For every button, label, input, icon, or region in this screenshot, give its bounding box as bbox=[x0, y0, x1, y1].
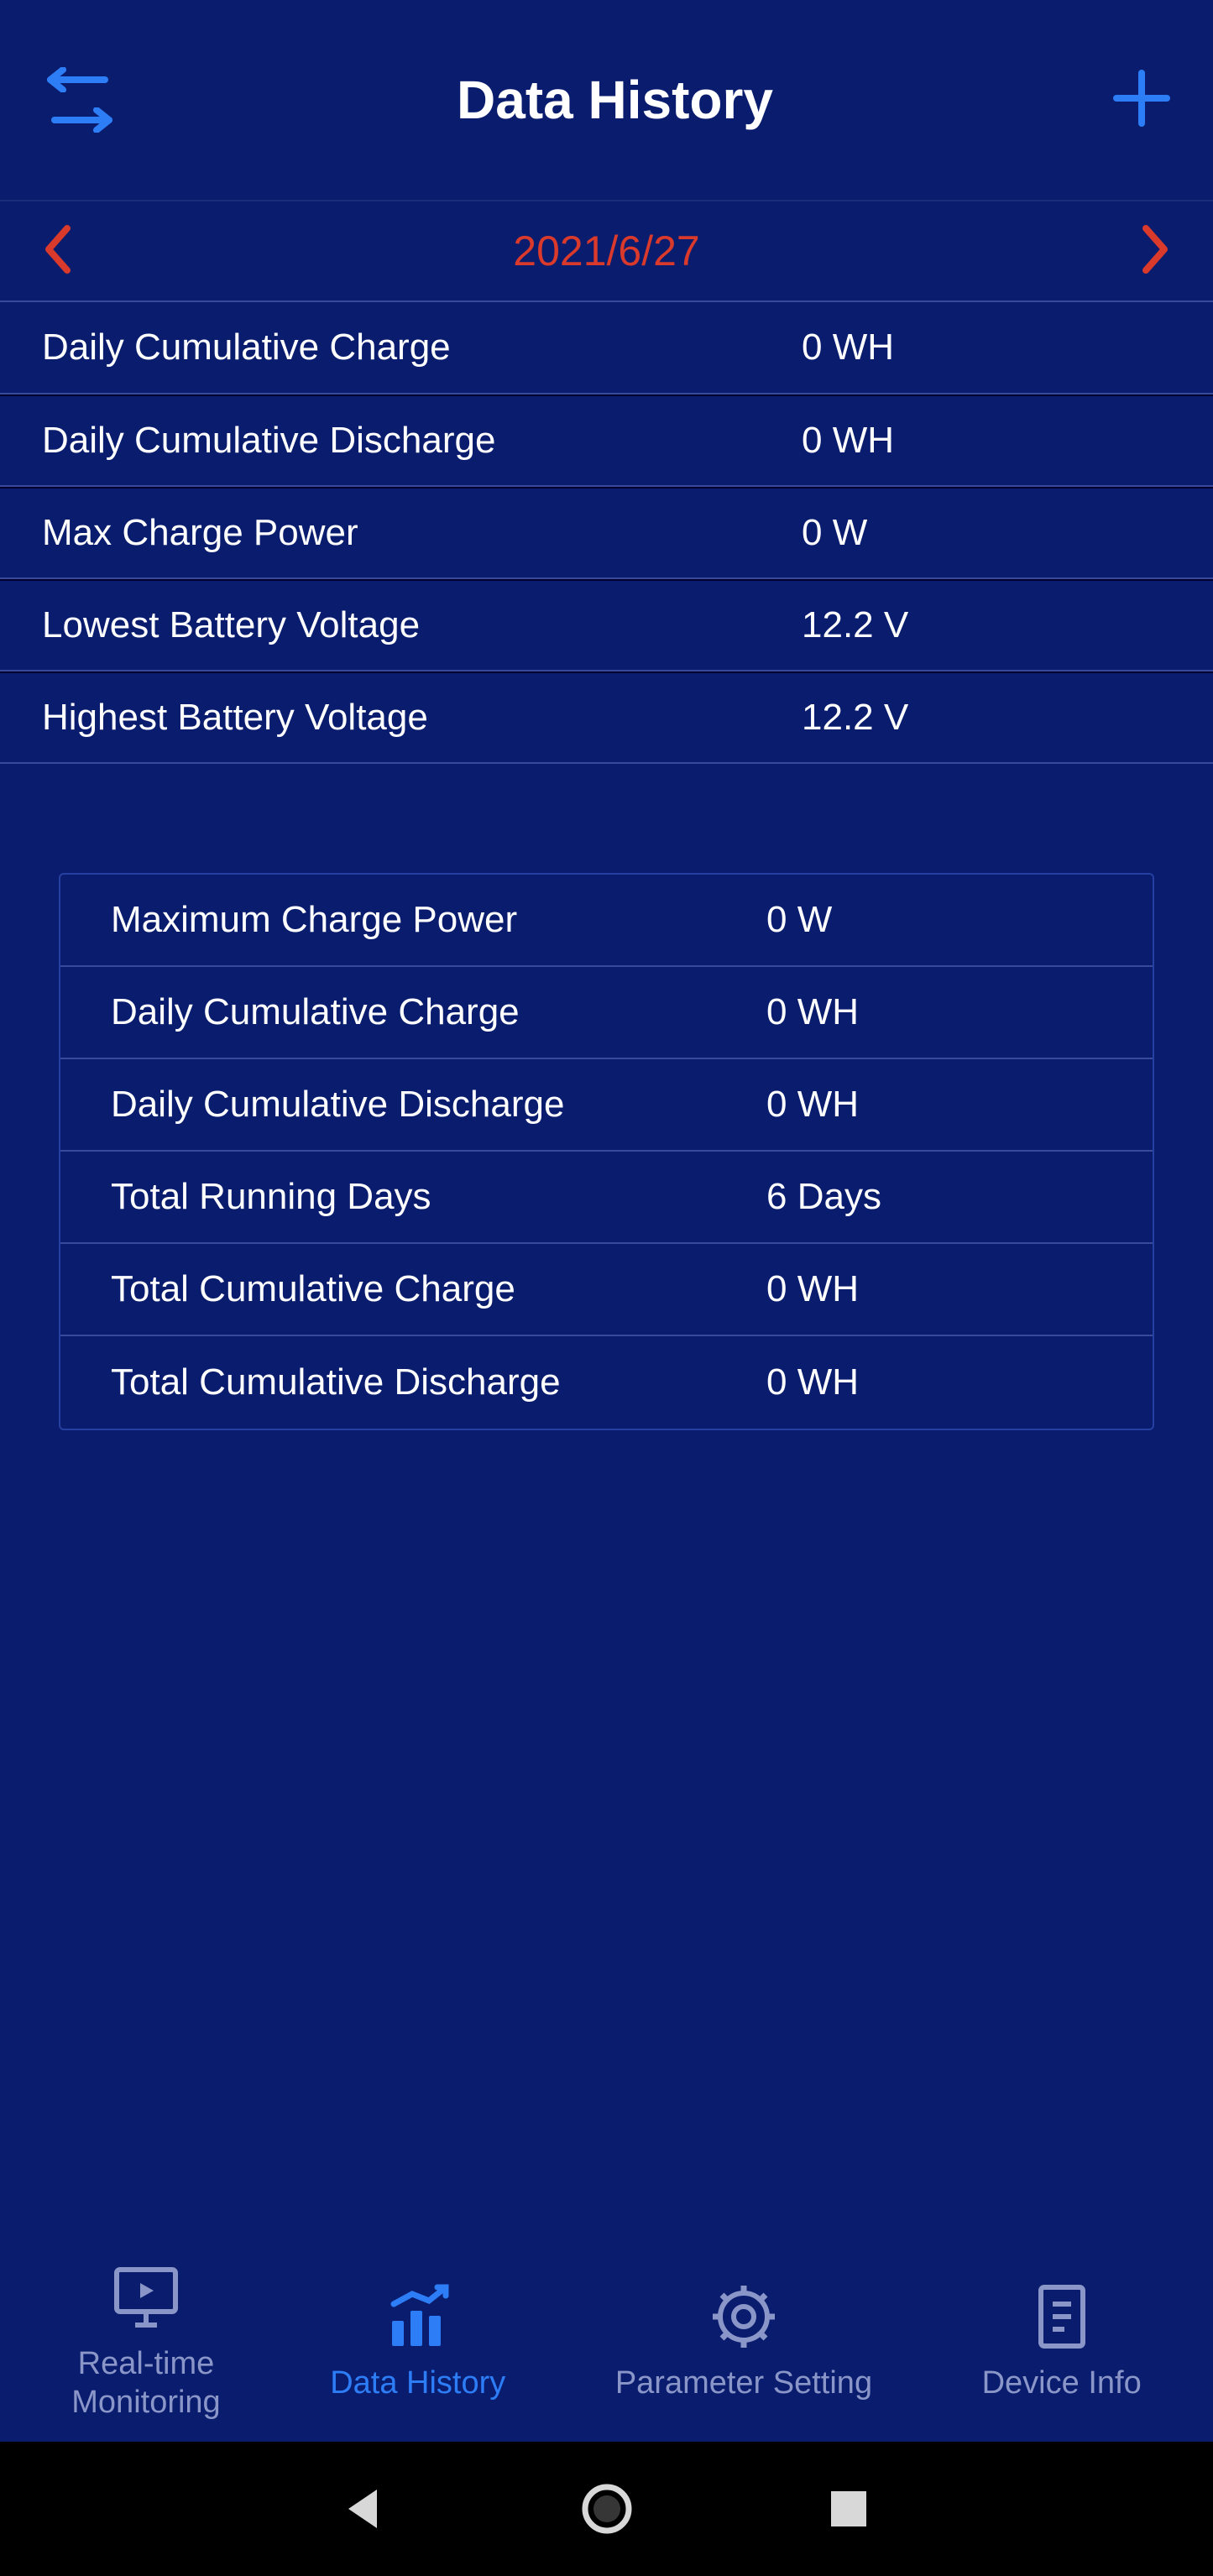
summary-row: Total Cumulative Discharge 0 WH bbox=[60, 1336, 1153, 1429]
android-nav-bar bbox=[0, 2442, 1213, 2576]
summary-value: 6 Days bbox=[766, 1176, 1102, 1218]
nav-parameter[interactable]: Parameter Setting bbox=[615, 2279, 872, 2403]
chart-icon bbox=[380, 2279, 456, 2354]
stat-label: Max Charge Power bbox=[42, 512, 802, 554]
summary-label: Daily Cumulative Discharge bbox=[111, 1084, 766, 1126]
android-recent-button[interactable] bbox=[819, 2479, 878, 2538]
stat-label: Lowest Battery Voltage bbox=[42, 604, 802, 646]
summary-label: Total Running Days bbox=[111, 1176, 766, 1218]
summary-value: 0 WH bbox=[766, 1084, 1102, 1126]
stat-row: Lowest Battery Voltage 12.2 V bbox=[0, 579, 1213, 671]
stat-value: 0 WH bbox=[802, 420, 1171, 462]
summary-value: 0 WH bbox=[766, 1361, 1102, 1403]
stat-value: 12.2 V bbox=[802, 604, 1171, 646]
header: Data History bbox=[0, 0, 1213, 201]
nav-label: Data History bbox=[330, 2364, 505, 2403]
summary-label: Total Cumulative Discharge bbox=[111, 1361, 766, 1403]
summary-label: Maximum Charge Power bbox=[111, 899, 766, 941]
stat-value: 0 W bbox=[802, 512, 1171, 554]
stat-row: Max Charge Power 0 W bbox=[0, 487, 1213, 579]
bottom-nav: Real-time Monitoring Data History Parame… bbox=[0, 2240, 1213, 2442]
stat-row: Highest Battery Voltage 12.2 V bbox=[0, 671, 1213, 764]
summary-row: Maximum Charge Power 0 W bbox=[60, 875, 1153, 967]
current-date[interactable]: 2021/6/27 bbox=[513, 227, 699, 275]
summary-row: Total Cumulative Charge 0 WH bbox=[60, 1244, 1153, 1336]
stat-label: Highest Battery Voltage bbox=[42, 697, 802, 739]
summary-row: Daily Cumulative Discharge 0 WH bbox=[60, 1059, 1153, 1152]
date-navigator: 2021/6/27 bbox=[0, 201, 1213, 302]
nav-label: Parameter Setting bbox=[615, 2364, 872, 2403]
android-back-button[interactable] bbox=[335, 2479, 394, 2538]
android-home-button[interactable] bbox=[578, 2479, 636, 2538]
summary-row: Total Running Days 6 Days bbox=[60, 1152, 1153, 1244]
nav-device[interactable]: Device Info bbox=[982, 2279, 1142, 2403]
stat-label: Daily Cumulative Charge bbox=[42, 327, 802, 368]
nav-label: Device Info bbox=[982, 2364, 1142, 2403]
summary-value: 0 WH bbox=[766, 991, 1102, 1033]
swap-icon[interactable] bbox=[42, 66, 118, 133]
stat-value: 0 WH bbox=[802, 327, 1171, 368]
document-icon bbox=[1024, 2279, 1100, 2354]
gear-icon bbox=[706, 2279, 782, 2354]
nav-realtime[interactable]: Real-time Monitoring bbox=[71, 2260, 220, 2422]
summary-row: Daily Cumulative Charge 0 WH bbox=[60, 967, 1153, 1059]
monitor-icon bbox=[108, 2260, 184, 2335]
nav-history[interactable]: Data History bbox=[330, 2279, 505, 2403]
summary-value: 0 WH bbox=[766, 1268, 1102, 1310]
summary-value: 0 W bbox=[766, 899, 1102, 941]
nav-label: Real-time Monitoring bbox=[71, 2345, 220, 2422]
summary-box: Maximum Charge Power 0 W Daily Cumulativ… bbox=[59, 873, 1154, 1430]
prev-date-button[interactable] bbox=[42, 224, 72, 279]
summary-label: Daily Cumulative Charge bbox=[111, 991, 766, 1033]
stat-value: 12.2 V bbox=[802, 697, 1171, 739]
page-title: Data History bbox=[457, 69, 773, 131]
stat-row: Daily Cumulative Discharge 0 WH bbox=[0, 394, 1213, 487]
add-button[interactable] bbox=[1112, 69, 1171, 132]
next-date-button[interactable] bbox=[1141, 224, 1171, 279]
stat-row: Daily Cumulative Charge 0 WH bbox=[0, 302, 1213, 394]
stat-label: Daily Cumulative Discharge bbox=[42, 420, 802, 462]
summary-label: Total Cumulative Charge bbox=[111, 1268, 766, 1310]
daily-stats-list: Daily Cumulative Charge 0 WH Daily Cumul… bbox=[0, 302, 1213, 764]
